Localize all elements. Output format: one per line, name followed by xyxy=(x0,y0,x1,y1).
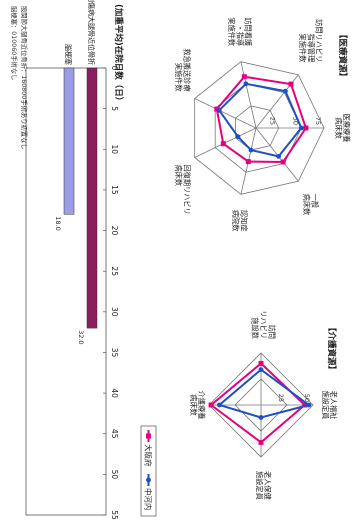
bar-x-tick-15: 15 xyxy=(110,185,119,195)
medical-radar-point-1-0 xyxy=(298,125,304,131)
bar-category-label-0: 副傷病大腿骨近位骨折 xyxy=(87,0,96,65)
bar-value-label-1: 18.0 xyxy=(54,216,62,230)
care-radar-series-line-0 xyxy=(209,362,307,444)
care-radar-point-1-1 xyxy=(258,415,264,420)
medical-radar-section-label: 【医療資源】 xyxy=(337,30,348,81)
medical-radar-point-0-3 xyxy=(220,141,226,147)
medical-radar-axis-label-2: 認知症病院数 xyxy=(231,210,248,232)
care-radar-axis-label-3: 訪問リハビリ施設数 xyxy=(251,310,277,339)
bar-x-tick-45: 45 xyxy=(110,429,119,439)
medical-radar-axis-label-6: 訪問リハビリ指導管理実施件数 xyxy=(298,19,324,62)
medical-radar-axis-label-0: 医療療養病床数 xyxy=(334,114,351,143)
bar-x-tick-30: 30 xyxy=(110,307,119,317)
medical-radar-r-tick-75: 75 xyxy=(314,117,322,125)
bar-category-label-1: 脳梗塞 xyxy=(64,44,73,65)
bar-x-tick-20: 20 xyxy=(110,226,119,236)
bar-x-tick-55: 55 xyxy=(110,510,119,520)
medical-radar-axis-label-3: 回復期リハビリ病床数 xyxy=(174,164,191,214)
care-radar-point-1-3 xyxy=(258,367,264,373)
medical-radar-series-line-1 xyxy=(217,82,303,158)
bar-x-tick-25: 25 xyxy=(110,266,119,276)
medical-radar-point-1-1 xyxy=(276,154,281,159)
medical-radar-grid-ring-25 xyxy=(235,105,280,151)
bar-x-tick-35: 35 xyxy=(110,348,119,358)
medical-radar-grid-ring-75 xyxy=(194,61,325,195)
bar-value-label-0: 32.0 xyxy=(77,330,85,344)
bar-chart-title: (加重平均)在院日数（日） xyxy=(113,4,124,105)
medical-radar-axis-label-5: 訪問看護・指導実施件数 xyxy=(227,17,253,46)
care-radar-r-tick-50: 50 xyxy=(303,394,311,402)
medical-radar-r-tick-50: 50 xyxy=(291,117,299,125)
medical-radar-point-1-5 xyxy=(243,81,249,87)
medical-radar-spoke-5 xyxy=(240,61,257,129)
bar-x-tick-0: 0 xyxy=(110,66,119,71)
medical-radar-point-1-4 xyxy=(216,107,222,113)
legend-swatch-marker-1 xyxy=(146,477,151,483)
care-radar-point-0-2 xyxy=(208,402,214,408)
bar-x-tick-40: 40 xyxy=(110,388,119,398)
care-radar-point-1-0 xyxy=(306,402,312,408)
bar-note-0: 股関節大腿骨近位骨折：160800手術あり初置なし xyxy=(20,6,29,150)
bar-x-tick-5: 5 xyxy=(110,106,119,111)
medical-radar-point-1-6 xyxy=(283,88,288,94)
medical-radar-axis-label-1: 一般病床数 xyxy=(302,194,319,216)
medical-radar-point-0-1 xyxy=(280,159,286,165)
care-radar-axis-label-1: 老人保健施設定員 xyxy=(255,471,272,500)
legend-frame xyxy=(140,425,157,517)
care-radar-axis-label-2: 介護療養病床数 xyxy=(189,391,206,420)
bar-x-tick-10: 10 xyxy=(110,145,119,155)
medical-radar-series-line-0 xyxy=(215,75,308,164)
legend-swatch-marker-0 xyxy=(146,433,151,439)
length-of-stay-bar-chart: (加重平均)在院日数（日）0 5 10 15 20 25 30 35 40 45 50 55 副傷病大腿… xyxy=(10,0,124,520)
care-radar-axis-label-0: 老人福祉施設定員 xyxy=(321,391,338,420)
bar-0 xyxy=(86,67,98,329)
medical-radar-axis-label-4: 救急搬送診療実施件数 xyxy=(174,48,191,91)
bar-x-tick-50: 50 xyxy=(110,470,119,480)
care-radar-section-label: 【介護資源】 xyxy=(326,323,337,374)
medical-radar-point-0-5 xyxy=(241,74,247,80)
care-radar-r-tick-25: 25 xyxy=(277,394,285,402)
care-radar-point-0-1 xyxy=(258,439,264,445)
medical-radar-point-0-0 xyxy=(303,125,309,131)
bar-note-1: 脳梗塞：010060手術なし xyxy=(10,6,19,80)
medical-radar-spoke-4 xyxy=(194,98,257,129)
medical-radar-point-1-3 xyxy=(235,134,241,140)
medical-radar-point-1-2 xyxy=(248,147,254,153)
care-radar-point-0-3 xyxy=(258,360,264,366)
care-radar-point-1-2 xyxy=(216,402,222,408)
bar-1 xyxy=(63,67,75,215)
legend-label-0: 大阪府 xyxy=(144,444,154,467)
medical-radar-point-0-6 xyxy=(288,81,294,87)
care-radar-series-line-1 xyxy=(217,368,312,419)
medical-radar-point-0-2 xyxy=(245,159,251,165)
medical-radar-grid-ring-50 xyxy=(214,83,302,173)
legend-label-1: 中河内 xyxy=(144,488,154,511)
medical-radar-r-tick-25: 25 xyxy=(269,117,277,125)
